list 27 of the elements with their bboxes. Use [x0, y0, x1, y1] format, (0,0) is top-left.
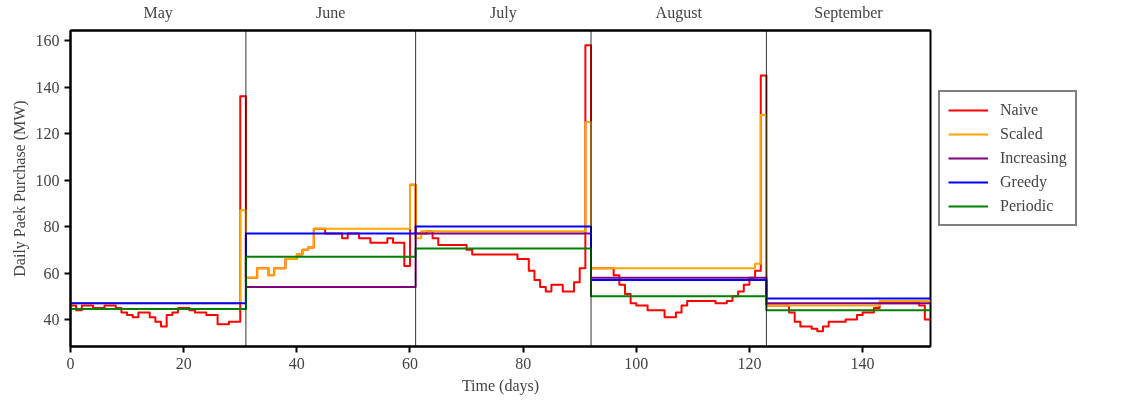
legend-label: Scaled	[1000, 125, 1043, 143]
x-axis-title: Time (days)	[461, 376, 540, 395]
legend-label: Greedy	[1000, 173, 1048, 191]
x-tick-label: 120	[737, 354, 762, 372]
x-tick-label: 20	[175, 354, 192, 372]
y-tick-label: 80	[43, 218, 60, 236]
legend-label: Naive	[1000, 101, 1039, 119]
y-tick-label: 120	[35, 125, 60, 143]
y-tick-label: 100	[35, 171, 60, 189]
y-tick-label: 160	[35, 32, 60, 49]
x-tick-label: 100	[624, 354, 649, 372]
text: July	[489, 3, 517, 22]
y-tick-label: 140	[35, 78, 60, 96]
text: August	[655, 3, 703, 22]
legend-label: Increasing	[1000, 149, 1067, 167]
text: June	[316, 3, 346, 21]
y-tick-label: 60	[43, 264, 60, 282]
x-tick-label: 0	[66, 354, 75, 372]
y-axis-title: Daily Paek Purchase (MW)	[10, 100, 29, 277]
x-tick-label: 80	[515, 354, 532, 372]
x-tick-label: 40	[288, 354, 305, 372]
y-tick-label: 40	[43, 311, 60, 329]
x-tick-label: 60	[401, 354, 418, 372]
legend-label: Periodic	[1000, 197, 1054, 215]
x-tick-label: 140	[850, 354, 875, 372]
text: September	[814, 3, 884, 22]
text: May	[143, 3, 173, 22]
